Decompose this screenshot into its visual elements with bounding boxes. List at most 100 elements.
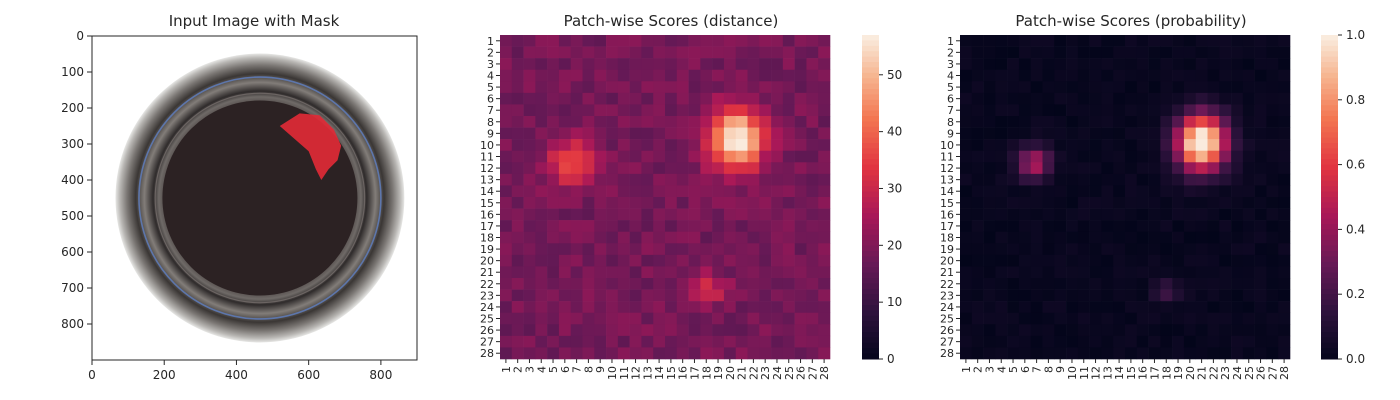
heatmap-cell — [1266, 289, 1279, 302]
heatmap-cell — [1077, 185, 1090, 198]
heatmap-cell — [523, 127, 536, 140]
heatmap-cell — [1160, 35, 1173, 47]
heatmap-cell — [747, 266, 760, 279]
heatmap-cell — [688, 289, 701, 302]
col-tick-label: 13 — [1101, 366, 1114, 380]
heatmap-cell — [558, 301, 572, 314]
heatmap-cell — [523, 185, 536, 198]
heatmap-cell — [1125, 335, 1138, 348]
colorbar-segment — [862, 56, 879, 63]
heatmap-cell — [688, 127, 701, 140]
heatmap-cell — [735, 162, 748, 175]
heatmap-cell — [759, 162, 772, 175]
heatmap-cell — [653, 127, 666, 140]
heatmap-cell — [983, 324, 996, 337]
heatmap-cell — [1266, 220, 1279, 233]
heatmap-cell — [1125, 312, 1138, 325]
heatmap-cell — [723, 324, 737, 337]
heatmap-cell — [1077, 335, 1090, 348]
heatmap-cell — [641, 104, 654, 117]
heatmap-cell — [771, 243, 784, 256]
heatmap-cell — [665, 173, 678, 186]
heatmap-cell — [1242, 266, 1255, 279]
heatmap-cell — [1054, 116, 1067, 128]
heatmap-cell — [617, 150, 630, 163]
heatmap-cell — [700, 278, 713, 290]
heatmap-cell — [960, 208, 973, 221]
colorbar-segment — [862, 35, 879, 41]
row-tick-label: 25 — [480, 313, 494, 326]
heatmap-cell — [688, 208, 701, 221]
heatmap-cell — [712, 324, 725, 337]
heatmap-cell — [747, 150, 760, 163]
heatmap-cell — [1077, 69, 1090, 82]
heatmap-cell — [629, 335, 642, 348]
heatmap-cell — [606, 116, 619, 128]
heatmap-cell — [1136, 104, 1149, 117]
heatmap-cell — [617, 139, 630, 152]
heatmap-cell — [712, 139, 725, 152]
heatmap-cell — [1254, 266, 1267, 279]
col-tick-label: 9 — [1054, 366, 1067, 373]
heatmap-cell — [759, 116, 772, 128]
heatmap-cell — [1089, 46, 1102, 59]
heatmap-cell — [1219, 46, 1232, 59]
colorbar-segment — [862, 245, 879, 252]
heatmap-cell — [960, 139, 973, 152]
heatmap-cell — [1183, 312, 1197, 325]
col-tick-label: 3 — [523, 366, 536, 373]
heatmap-cell — [818, 197, 831, 209]
colorbar-segment — [862, 353, 879, 360]
heatmap-cell — [594, 289, 607, 302]
heatmap-cell — [806, 185, 819, 198]
row-tick-label: 12 — [480, 162, 494, 175]
heatmap-cell — [1066, 197, 1079, 209]
heatmap-cell — [558, 116, 572, 128]
heatmap-cell — [641, 162, 654, 175]
colorbar-segment — [1321, 105, 1338, 112]
heatmap-cell — [547, 254, 560, 267]
heatmap-cell — [547, 116, 560, 128]
heatmap-cell — [712, 127, 725, 140]
heatmap-cell — [582, 127, 595, 140]
heatmap-cell — [1266, 162, 1279, 175]
heatmap-cell — [500, 92, 513, 105]
heatmap-cell — [1018, 35, 1032, 47]
heatmap-cell — [1160, 254, 1173, 267]
heatmap-cell — [700, 289, 713, 302]
heatmap-cell — [735, 312, 748, 325]
heatmap-cell — [1007, 208, 1020, 221]
heatmap-cell — [665, 116, 678, 128]
heatmap-cell — [547, 69, 560, 82]
colorbar-segment — [862, 207, 879, 214]
heatmap-cell — [617, 324, 630, 337]
heatmap-cell — [511, 197, 524, 209]
heatmap-cell — [1254, 173, 1267, 186]
heatmap-cell — [971, 335, 984, 348]
heatmap-cell — [700, 116, 713, 128]
heatmap-cell — [759, 127, 772, 140]
heatmap-cell — [535, 220, 548, 233]
heatmap-cell — [511, 185, 524, 198]
heatmap-cell — [1066, 104, 1079, 117]
heatmap-cell — [1054, 347, 1067, 360]
heatmap-cell — [617, 208, 630, 221]
heatmap-cell — [794, 35, 807, 47]
heatmap-cell — [1278, 254, 1291, 267]
colorbar-segment — [862, 256, 879, 263]
heatmap-cell — [1195, 81, 1208, 94]
heatmap-cell — [1266, 92, 1279, 105]
heatmap-cell — [570, 58, 583, 71]
heatmap-cell — [995, 139, 1008, 152]
heatmap-cell — [735, 220, 748, 233]
heatmap-cell — [535, 335, 548, 348]
heatmap-cell — [535, 139, 548, 152]
heatmap-cell — [594, 139, 607, 152]
heatmap-cell — [782, 46, 795, 59]
heatmap-cell — [806, 58, 819, 71]
heatmap-cell — [665, 127, 678, 140]
heatmap-cell — [1160, 347, 1173, 360]
heatmap-cell — [676, 81, 689, 94]
heatmap-cell — [735, 289, 748, 302]
heatmap-cell — [1172, 335, 1185, 348]
